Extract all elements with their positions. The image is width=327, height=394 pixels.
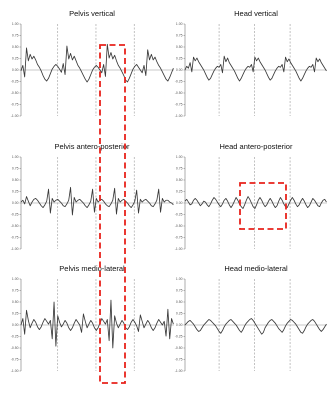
- y-tick-label: 0.00: [176, 68, 183, 72]
- panel-title-pelvis-medio-lateral: Pelvis medio-lateral: [59, 264, 125, 273]
- y-tick-label: -1.00: [175, 369, 183, 373]
- panel-title-pelvis-antero-posterior: Pelvis antero-posterior: [54, 142, 130, 151]
- panel-title-head-vertical: Head vertical: [234, 9, 278, 18]
- y-tick-label: 0.00: [12, 68, 19, 72]
- y-tick-label: -1.00: [11, 114, 19, 118]
- y-tick-label: 0.25: [12, 190, 19, 194]
- acceleration-trace: [184, 318, 327, 335]
- panel-head-antero-posterior: 1.00 0.75 0.50 0.25 0.00 -0.25 -0.50 -0.75 -1.00: [175, 155, 327, 251]
- y-tick-label: -0.50: [11, 346, 19, 350]
- y-tick-label: 0.50: [12, 300, 19, 304]
- y-tick-label: -0.25: [175, 213, 183, 217]
- y-tick-label: 1.00: [176, 277, 183, 281]
- y-tick-label: -1.00: [175, 114, 183, 118]
- y-tick-label: -0.75: [11, 103, 19, 107]
- y-tick-label: 1.00: [12, 22, 19, 26]
- y-tick-label: -0.75: [11, 358, 19, 362]
- y-tick-label: -1.00: [11, 247, 19, 251]
- y-tick-label: -0.75: [175, 358, 183, 362]
- y-tick-label: -0.75: [11, 236, 19, 240]
- acceleration-trace: [20, 186, 174, 216]
- y-tick-label: -1.00: [175, 247, 183, 251]
- y-tick-label: 0.25: [12, 57, 19, 61]
- y-tick-label: 0.50: [176, 300, 183, 304]
- panel-head-medio-lateral: 1.00 0.75 0.50 0.25 0.00 -0.25 -0.50 -0.75 -1.00: [175, 277, 327, 373]
- y-tick-label: 0.00: [176, 323, 183, 327]
- y-tick-label: 0.25: [12, 312, 19, 316]
- highlight-box-gait-event-column: [99, 44, 126, 384]
- y-tick-label: -0.50: [175, 346, 183, 350]
- y-tick-label: -0.50: [11, 91, 19, 95]
- y-tick-label: 0.50: [176, 45, 183, 49]
- y-tick-label: -0.50: [175, 91, 183, 95]
- y-tick-label: 1.00: [12, 277, 19, 281]
- panel-title-head-antero-posterior: Head antero-posterior: [220, 142, 293, 151]
- y-tick-label: 0.75: [12, 289, 19, 293]
- y-tick-label: 0.00: [12, 201, 19, 205]
- y-tick-label: -0.25: [11, 335, 19, 339]
- y-tick-label: -1.00: [11, 369, 19, 373]
- y-tick-label: 0.50: [176, 178, 183, 182]
- y-tick-label: -0.50: [175, 224, 183, 228]
- y-tick-label: -0.75: [175, 103, 183, 107]
- y-tick-label: 0.25: [176, 190, 183, 194]
- y-tick-label: 0.25: [176, 312, 183, 316]
- y-tick-label: -0.25: [175, 335, 183, 339]
- y-tick-label: 0.75: [176, 34, 183, 38]
- y-tick-label: 0.75: [176, 167, 183, 171]
- y-tick-label: -0.25: [11, 213, 19, 217]
- y-tick-label: -0.25: [175, 80, 183, 84]
- panel-pelvis-antero-posterior: 1.00 0.75 0.50 0.25 0.00 -0.25 -0.50 -0.75 -1.00: [11, 155, 174, 251]
- y-tick-label: 0.00: [176, 201, 183, 205]
- y-tick-label: -0.50: [11, 224, 19, 228]
- panel-title-head-medio-lateral: Head medio-lateral: [224, 264, 288, 273]
- y-tick-label: 0.50: [12, 178, 19, 182]
- acceleration-trace: [20, 43, 174, 83]
- y-tick-label: 1.00: [176, 22, 183, 26]
- panel-head-vertical: 1.00 0.75 0.50 0.25 0.00 -0.25 -0.50 -0.75 -1.00: [175, 22, 327, 118]
- y-tick-label: 0.75: [12, 34, 19, 38]
- y-tick-label: -0.25: [11, 80, 19, 84]
- panel-title-pelvis-vertical: Pelvis vertical: [69, 9, 115, 18]
- y-tick-label: 0.00: [12, 323, 19, 327]
- panel-pelvis-vertical: 1.00 0.75 0.50 0.25 0.00 -0.25 -0.50 -0.75 -1.00: [11, 22, 174, 118]
- acceleration-trace: [184, 55, 327, 82]
- highlight-box-head-antero-posterior: [239, 182, 287, 230]
- y-tick-label: 0.25: [176, 57, 183, 61]
- acceleration-trace: [20, 299, 174, 349]
- y-tick-label: -0.75: [175, 236, 183, 240]
- acceleration-trace: [184, 196, 327, 209]
- y-tick-label: 1.00: [12, 155, 19, 159]
- y-tick-label: 0.50: [12, 45, 19, 49]
- y-tick-label: 1.00: [176, 155, 183, 159]
- y-tick-label: 0.75: [12, 167, 19, 171]
- y-tick-label: 0.75: [176, 289, 183, 293]
- panel-pelvis-medio-lateral: 1.00 0.75 0.50 0.25 0.00 -0.25 -0.50 -0.75 -1.00: [11, 277, 174, 373]
